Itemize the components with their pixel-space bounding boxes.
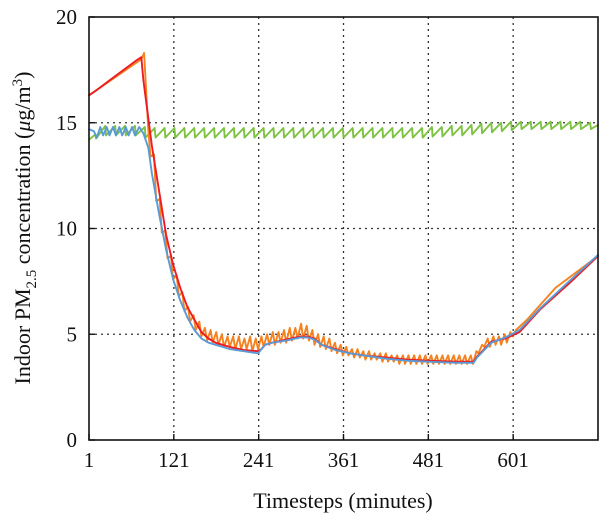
y-tick-labels: 0 5 10 15 20: [56, 5, 77, 452]
y-axis-title-mu: μ: [10, 121, 35, 133]
y-tick-label: 20: [56, 5, 77, 29]
x-tick-labels: 1 121 241 361 481 601: [84, 448, 529, 472]
x-tick-label: 241: [243, 448, 275, 472]
grid-lines: [89, 17, 598, 440]
series-line-4: [88, 126, 599, 364]
series-line-2: [88, 52, 599, 365]
x-axis-title: Timesteps (minutes): [253, 488, 432, 513]
x-tick-label: 601: [497, 448, 529, 472]
y-axis-title-part-after: ): [10, 72, 35, 79]
series-line-1: [88, 120, 599, 141]
y-tick-label: 15: [56, 111, 77, 135]
y-axis-title-part-middle: concentration (: [10, 132, 35, 270]
x-tick-label: 121: [158, 448, 190, 472]
x-tick-label: 361: [328, 448, 360, 472]
y-axis-title-unit: g/m: [10, 86, 35, 120]
y-axis-title-part-before: Indoor PM: [10, 288, 35, 384]
y-tick-label: 0: [67, 428, 78, 452]
y-tick-label: 10: [56, 217, 77, 241]
y-axis-title: Indoor PM2.5 concentration (μg/m3): [10, 72, 40, 385]
y-axis-title-superscript: 3: [10, 79, 26, 87]
y-tick-label: 5: [67, 322, 78, 346]
x-tick-label: 481: [413, 448, 445, 472]
y-axis-title-subscript: 2.5: [24, 270, 40, 289]
series-lines: [88, 52, 599, 365]
x-tick-label: 1: [84, 448, 95, 472]
axis-ticks: [88, 16, 514, 441]
